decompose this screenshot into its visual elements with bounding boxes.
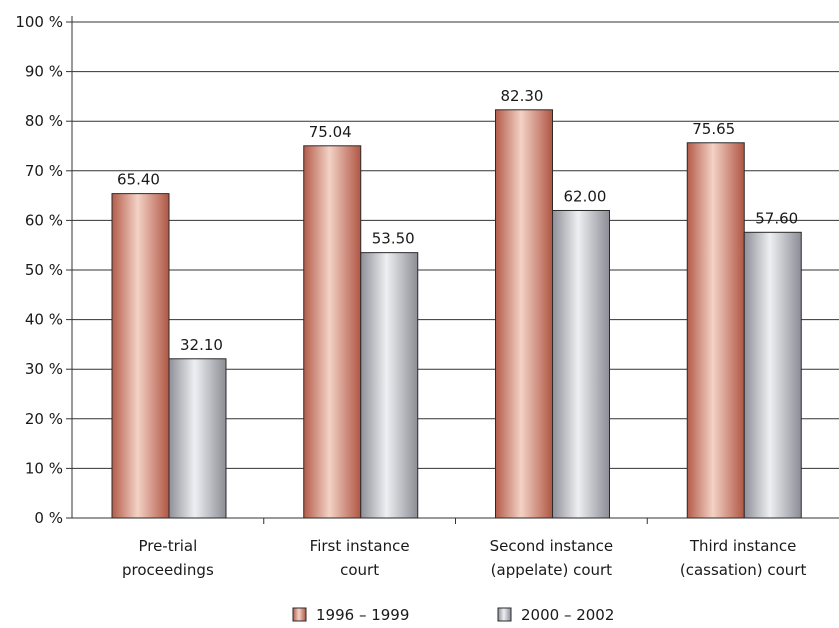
- y-tick-label: 50 %: [25, 261, 63, 279]
- legend-label: 2000 – 2002: [521, 606, 614, 624]
- bar-series-2: [552, 209, 610, 519]
- y-tick-label: 30 %: [25, 360, 63, 378]
- y-tick-label: 60 %: [25, 211, 63, 229]
- data-label: 62.00: [564, 187, 607, 205]
- x-category-label: Third instance: [689, 537, 797, 555]
- x-category-label: (appelate) court: [491, 561, 613, 579]
- y-tick-label: 100 %: [15, 13, 63, 31]
- x-category-label: Pre-trial: [138, 537, 197, 555]
- bars: [111, 109, 802, 519]
- data-label: 75.65: [692, 120, 735, 138]
- x-category-label: Second instance: [490, 537, 614, 555]
- legend-swatch: [292, 607, 307, 622]
- legend-swatch: [497, 607, 512, 622]
- y-tick-label: 10 %: [25, 459, 63, 477]
- y-tick-label: 70 %: [25, 162, 63, 180]
- labels: 0 % 10 % 20 % 30 % 40 % 50 % 60 % 70 % 80 % 90 % 1…: [15, 13, 806, 579]
- x-category-label: (cassation) court: [680, 561, 807, 579]
- data-label: 65.40: [117, 171, 160, 189]
- bar-series-1: [686, 142, 745, 519]
- y-tick-label: 20 %: [25, 410, 63, 428]
- y-tick-label: 80 %: [25, 112, 63, 130]
- data-label: 75.04: [309, 123, 352, 141]
- bar-series-1: [111, 193, 170, 519]
- bar-series-1: [495, 109, 553, 519]
- y-tick-label: 0 %: [34, 509, 63, 527]
- data-label: 82.30: [501, 87, 544, 105]
- bar-series-1: [303, 145, 362, 519]
- y-tick-label: 90 %: [25, 63, 63, 81]
- x-category-label: court: [340, 561, 379, 579]
- bar-series-2: [168, 358, 227, 519]
- data-label: 32.10: [180, 336, 223, 354]
- x-category-label: proceedings: [122, 561, 214, 579]
- y-tick-label: 40 %: [25, 311, 63, 329]
- data-label: 57.60: [755, 209, 798, 227]
- legend-label: 1996 – 1999: [316, 606, 409, 624]
- x-category-label: First instance: [310, 537, 410, 555]
- data-label: 53.50: [372, 230, 415, 248]
- bar-series-2: [360, 252, 419, 519]
- legend: 1996 – 1999 2000 – 2002: [292, 606, 614, 624]
- bar-series-2: [743, 231, 802, 519]
